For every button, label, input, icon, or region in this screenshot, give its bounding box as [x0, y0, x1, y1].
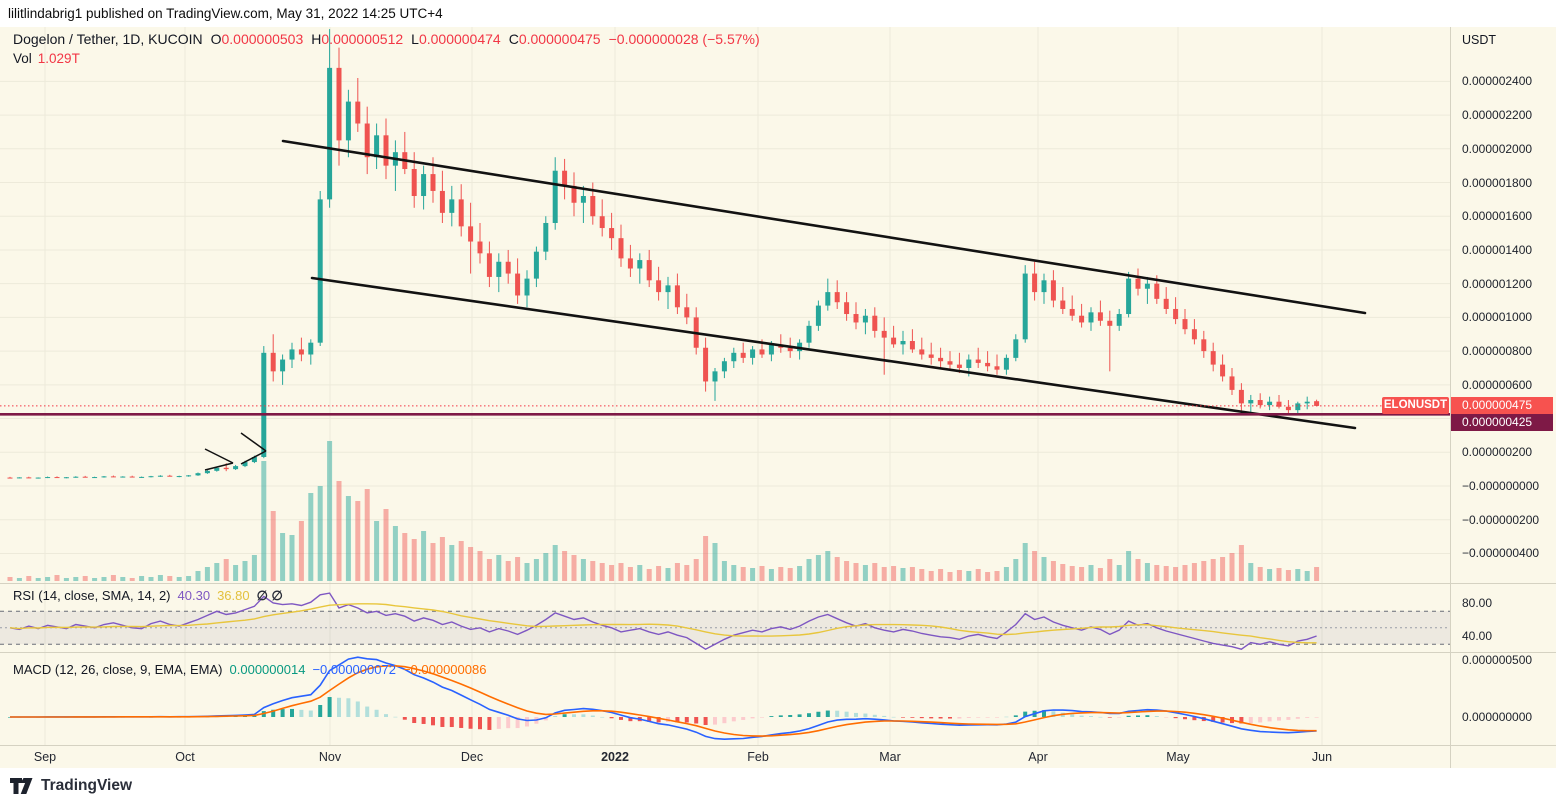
volume-bars	[7, 441, 1320, 581]
tradingview-brand[interactable]: TradingView	[41, 777, 133, 794]
attribution-text: lilitlindabrig1 published on TradingView…	[8, 6, 443, 21]
chart-background	[0, 27, 1556, 768]
macd-plot	[8, 656, 1319, 741]
candlestick-series	[7, 29, 1320, 479]
trend-channel-drawing[interactable]	[204, 139, 1367, 471]
tradingview-logo-icon[interactable]	[10, 778, 33, 794]
rsi-plot	[9, 592, 1317, 651]
footer-bar: TradingView	[0, 768, 1556, 804]
attribution-bar: lilitlindabrig1 published on TradingView…	[0, 0, 1556, 27]
